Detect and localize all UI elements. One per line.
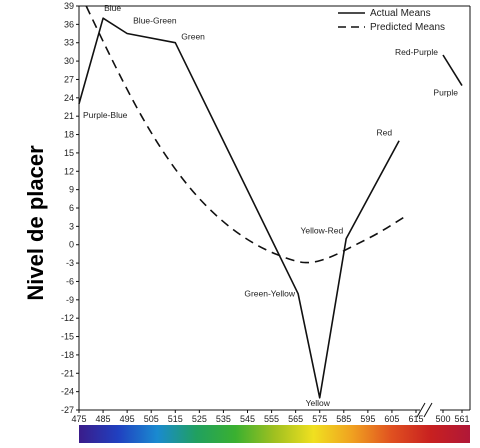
y-tick-label: 15 <box>64 148 74 158</box>
y-tick-label: -15 <box>61 332 74 342</box>
series-predicted-means-line <box>85 5 405 264</box>
axes-layer: 393633302724211815129630-3-6-9-12-15-18-… <box>61 1 471 443</box>
x-tick-label: 565 <box>288 414 303 424</box>
y-tick-label: 12 <box>64 166 74 176</box>
x-tick-label: 585 <box>336 414 351 424</box>
y-tick-label: -12 <box>61 313 74 323</box>
axis-break-mark <box>416 402 426 418</box>
point-label: Yellow-Red <box>301 226 344 236</box>
x-tick-label: 515 <box>168 414 183 424</box>
y-tick-label: 21 <box>64 111 74 121</box>
spectrum-bar <box>79 425 470 443</box>
point-label: Blue <box>104 3 121 13</box>
y-tick-label: 27 <box>64 74 74 84</box>
x-tick-label: 525 <box>192 414 207 424</box>
axis-break-mark <box>423 402 433 418</box>
legend-actual-label: Actual Means <box>370 8 431 19</box>
point-label: Purple <box>433 88 458 98</box>
point-label: Green <box>181 32 205 42</box>
point-label: Green-Yellow <box>244 289 296 299</box>
x-tick-label: 485 <box>96 414 111 424</box>
y-tick-label: -21 <box>61 368 74 378</box>
x-tick-label: 495 <box>120 414 135 424</box>
y-tick-label: 33 <box>64 38 74 48</box>
y-tick-label: -24 <box>61 387 74 397</box>
y-tick-label: 30 <box>64 56 74 66</box>
point-label: Purple-Blue <box>83 110 128 120</box>
point-label: Yellow <box>306 398 331 408</box>
point-label: Blue-Green <box>133 16 177 26</box>
x-tick-label: 500 <box>435 414 450 424</box>
series-layer <box>78 5 463 399</box>
legend-predicted-label: Predicted Means <box>370 22 445 33</box>
y-tick-label: -18 <box>61 350 74 360</box>
series-actual-means-line <box>442 54 463 87</box>
y-tick-label: -27 <box>61 405 74 415</box>
x-tick-label: 535 <box>216 414 231 424</box>
x-tick-label: 615 <box>408 414 423 424</box>
x-tick-label: 595 <box>360 414 375 424</box>
x-tick-label: 555 <box>264 414 279 424</box>
legend: Actual Means Predicted Means <box>338 8 445 33</box>
x-tick-label: 505 <box>144 414 159 424</box>
y-tick-label: 24 <box>64 93 74 103</box>
y-tick-label: 0 <box>69 240 74 250</box>
y-tick-label: 6 <box>69 203 74 213</box>
x-tick-label: 545 <box>240 414 255 424</box>
y-tick-label: 36 <box>64 19 74 29</box>
y-tick-label: 9 <box>69 185 74 195</box>
series-actual-means-line <box>78 17 400 399</box>
y-tick-label: -3 <box>66 258 74 268</box>
x-tick-label: 605 <box>384 414 399 424</box>
x-tick-label: 475 <box>71 414 86 424</box>
y-tick-label: 39 <box>64 1 74 11</box>
point-label: Red <box>377 128 393 138</box>
x-tick-label: 575 <box>312 414 327 424</box>
y-axis-title: Nivel de placer <box>23 145 48 301</box>
y-tick-label: -6 <box>66 276 74 286</box>
point-labels-layer: Purple-Blue Blue Blue-Green Green Green-Yell… <box>83 3 458 408</box>
x-tick-label: 561 <box>454 414 469 424</box>
y-tick-label: 18 <box>64 130 74 140</box>
y-tick-label: -9 <box>66 295 74 305</box>
y-tick-label: 3 <box>69 221 74 231</box>
point-label: Red-Purple <box>395 47 438 57</box>
